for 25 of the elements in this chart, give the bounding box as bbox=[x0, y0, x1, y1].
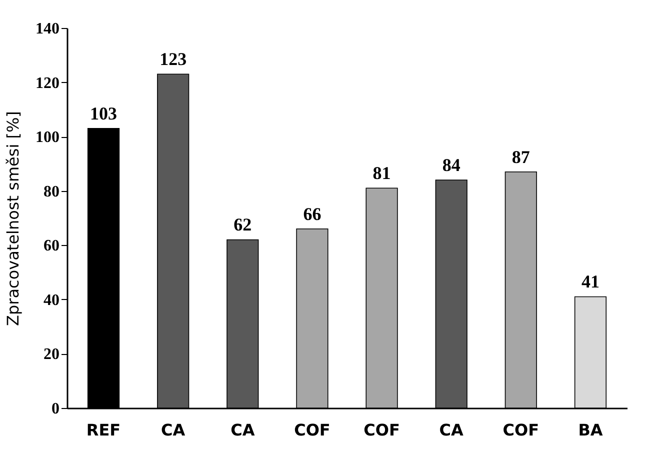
data-label: 87 bbox=[512, 146, 530, 167]
y-axis-title: Zpracovatelnost směsi [%] bbox=[4, 111, 22, 326]
y-tick-label: 80 bbox=[44, 183, 60, 200]
y-tick-label: 140 bbox=[36, 20, 60, 38]
x-tick-label: CA bbox=[161, 420, 186, 440]
x-tick-label: COF bbox=[294, 420, 330, 440]
x-tick-label: BA bbox=[578, 420, 604, 440]
data-label: 84 bbox=[442, 155, 460, 175]
y-tick-label: 120 bbox=[36, 74, 60, 92]
y-tick-label: 20 bbox=[44, 346, 60, 364]
data-label: 62 bbox=[234, 214, 252, 235]
data-label: 41 bbox=[581, 272, 600, 292]
data-label: 81 bbox=[372, 163, 391, 184]
data-label: 123 bbox=[160, 49, 187, 70]
y-tick-label: 0 bbox=[52, 400, 60, 418]
y-tick-label: 100 bbox=[36, 129, 60, 146]
y-tick-label: 40 bbox=[44, 292, 60, 309]
x-tick-label: REF bbox=[86, 420, 121, 440]
y-tick-label: 60 bbox=[44, 238, 60, 255]
x-tick-label: COF bbox=[364, 420, 400, 440]
data-label: 103 bbox=[90, 103, 118, 124]
data-label: 66 bbox=[303, 204, 322, 224]
x-tick-label: CA bbox=[230, 420, 256, 440]
x-tick-label: CA bbox=[439, 420, 464, 440]
x-tick-label: COF bbox=[502, 420, 540, 440]
